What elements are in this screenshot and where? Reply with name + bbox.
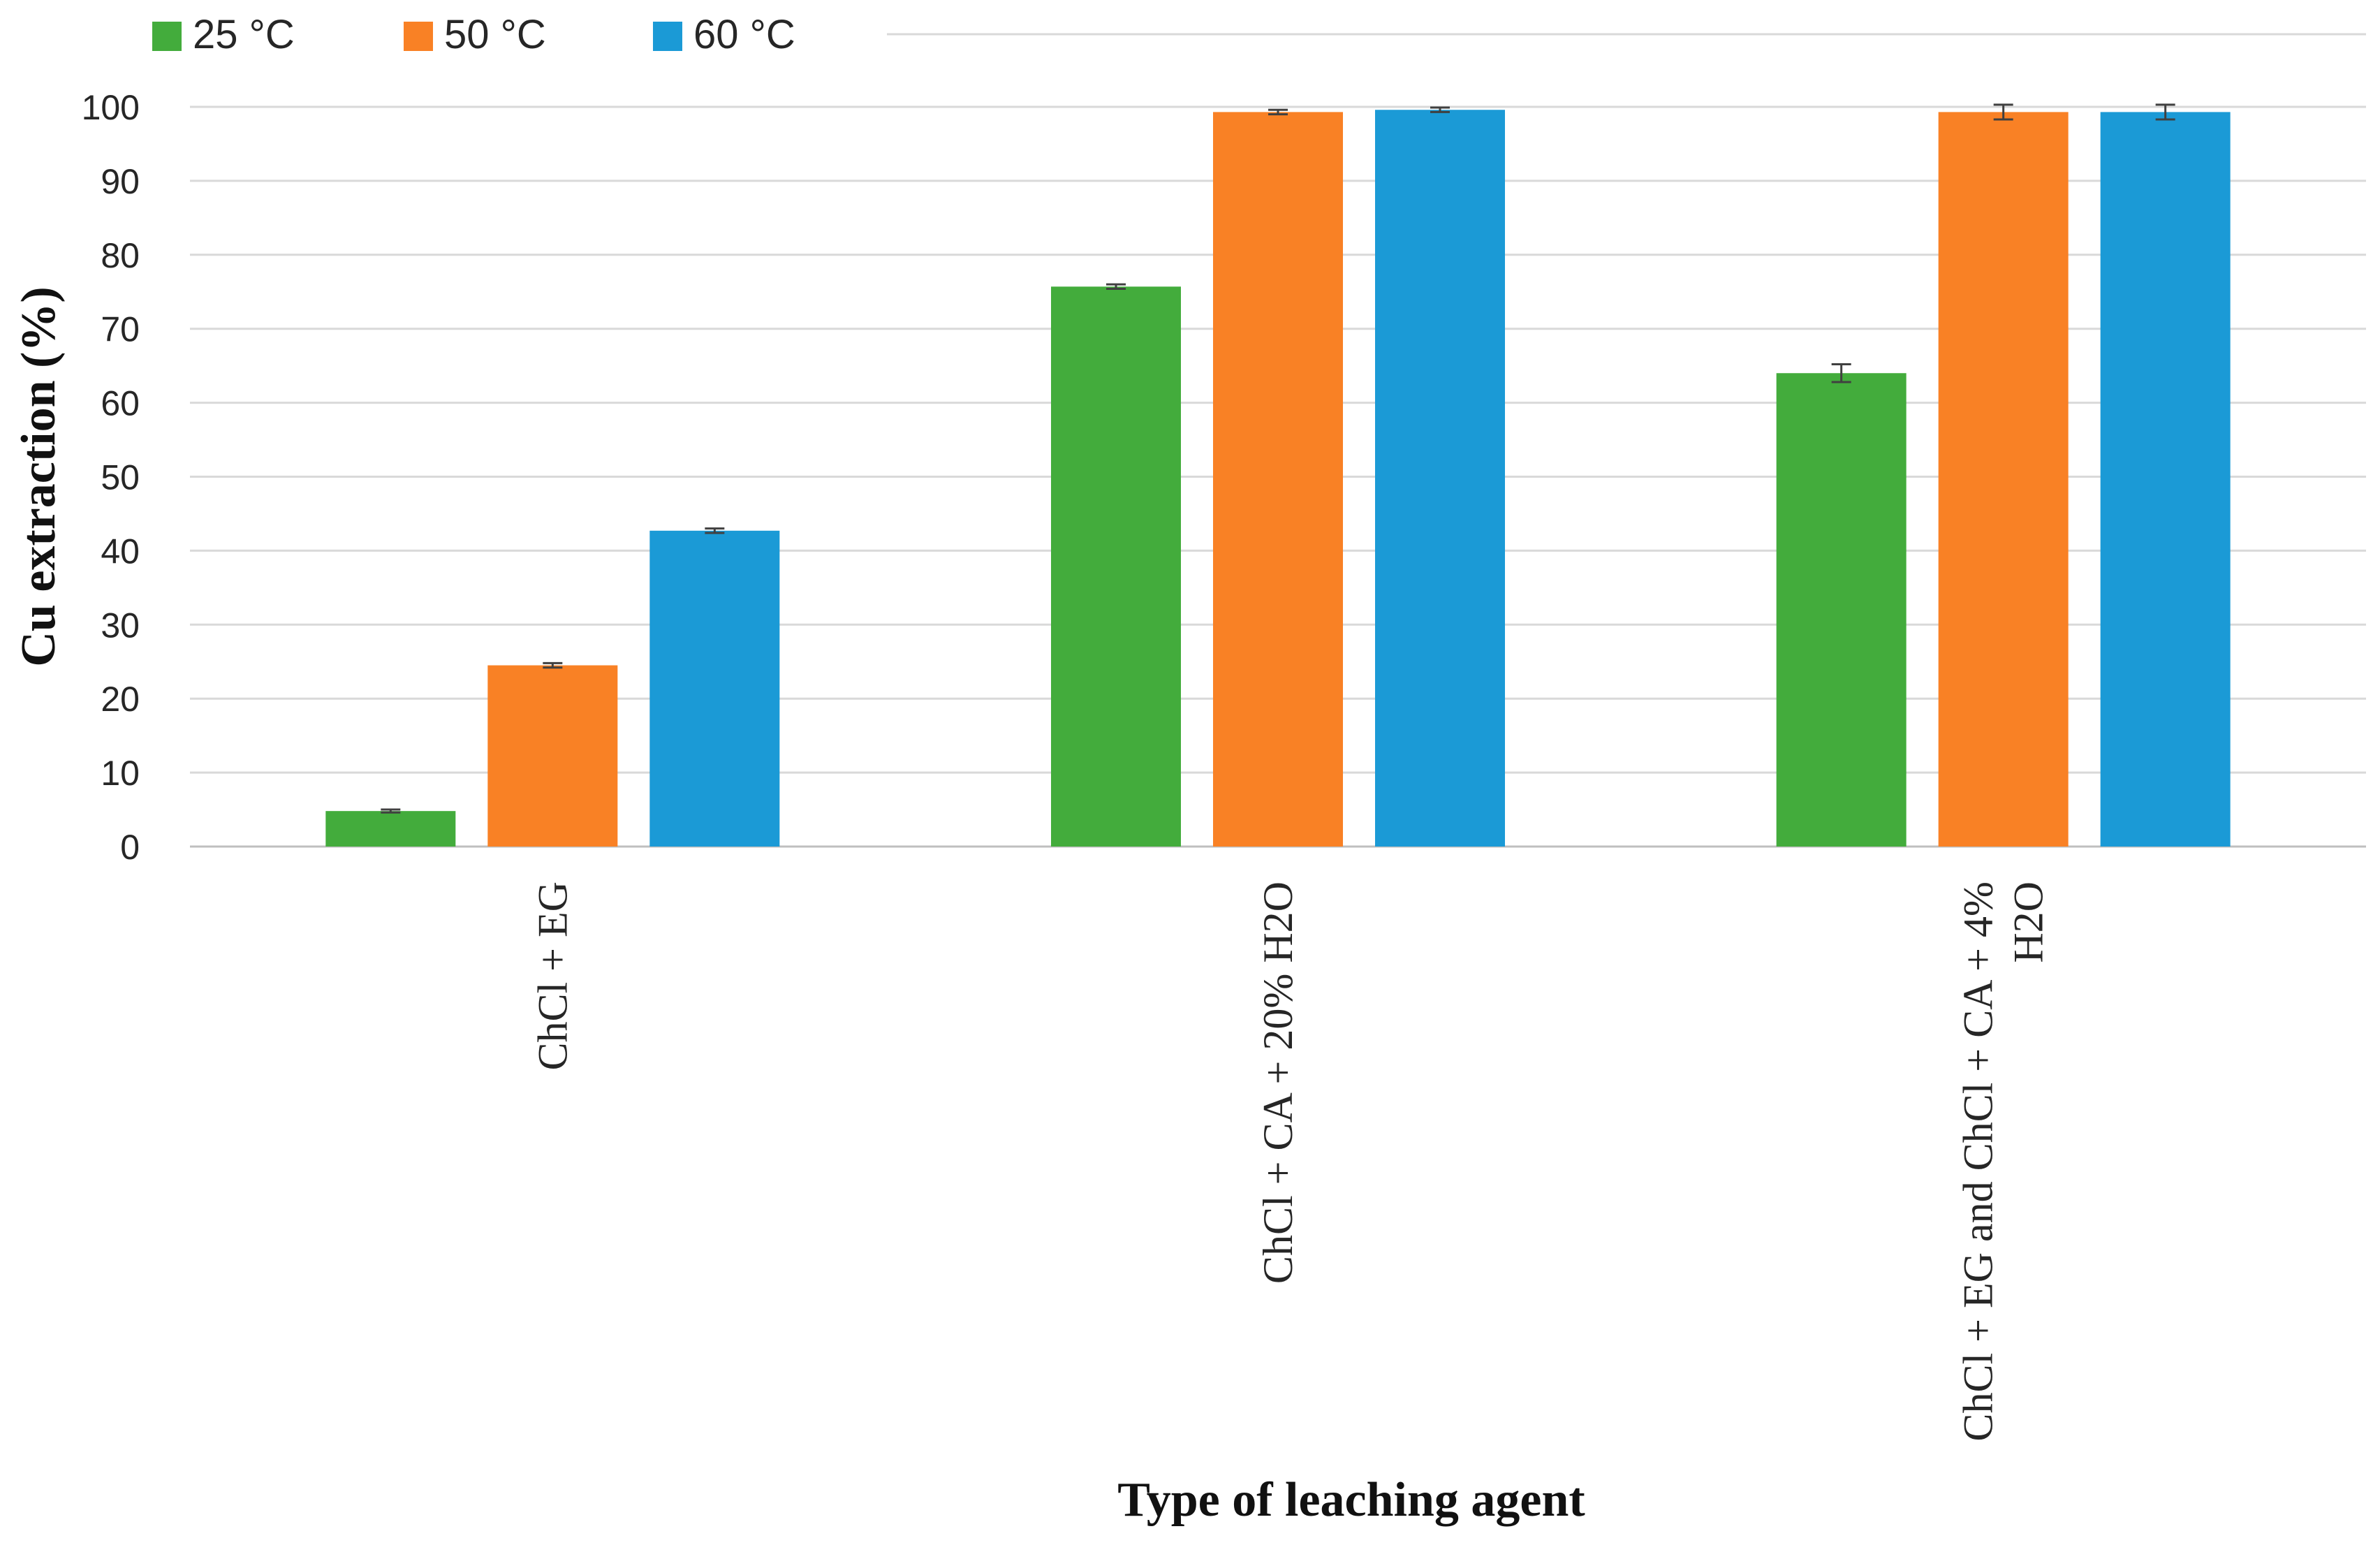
legend-label: 25 °C — [193, 12, 295, 57]
x-tick-label: ChCl + CA + 20% H2O — [1255, 881, 1301, 1284]
y-tick-label: 20 — [101, 680, 140, 719]
y-tick-label: 80 — [101, 236, 140, 275]
legend-label: 50 °C — [444, 12, 546, 57]
y-tick-label: 30 — [101, 606, 140, 645]
x-tick-label: ChCl + EG and ChCl + CA + 4% — [1955, 881, 2001, 1442]
y-tick-label: 100 — [82, 88, 140, 127]
bar — [1938, 112, 2069, 847]
y-tick-label: 40 — [101, 532, 140, 571]
y-axis-title: Cu extraction (%) — [12, 286, 66, 666]
legend-swatch — [404, 22, 433, 51]
y-axis-ticks: 0 10 20 30 40 50 60 70 80 90 100 — [82, 88, 140, 867]
x-tick-label: ChCl + EG — [529, 881, 575, 1071]
bar — [487, 665, 618, 847]
error-bars — [381, 103, 2175, 814]
x-axis-category-labels: ChCl + EG ChCl + CA + 20% H2O ChCl + EG an… — [529, 881, 2051, 1442]
bar — [325, 811, 456, 847]
bar — [649, 530, 780, 847]
y-tick-label: 0 — [120, 828, 140, 867]
bar — [1776, 373, 1907, 847]
legend: 25 °C 50 °C 60 °C — [152, 12, 795, 57]
legend-label: 60 °C — [693, 12, 795, 57]
legend-swatch — [152, 22, 182, 51]
y-tick-label: 70 — [101, 310, 140, 349]
x-axis-title: Type of leaching agent — [1117, 1473, 1585, 1527]
bar — [1213, 112, 1343, 847]
y-tick-label: 90 — [101, 162, 140, 201]
bar — [1051, 286, 1181, 847]
x-tick-label: H2O — [2006, 881, 2052, 963]
y-tick-label: 10 — [101, 754, 140, 793]
y-tick-label: 60 — [101, 384, 140, 423]
y-tick-label: 50 — [101, 458, 140, 497]
bar — [1375, 110, 1505, 847]
bars — [325, 110, 2231, 847]
bar — [2100, 112, 2231, 847]
legend-swatch — [653, 22, 682, 51]
